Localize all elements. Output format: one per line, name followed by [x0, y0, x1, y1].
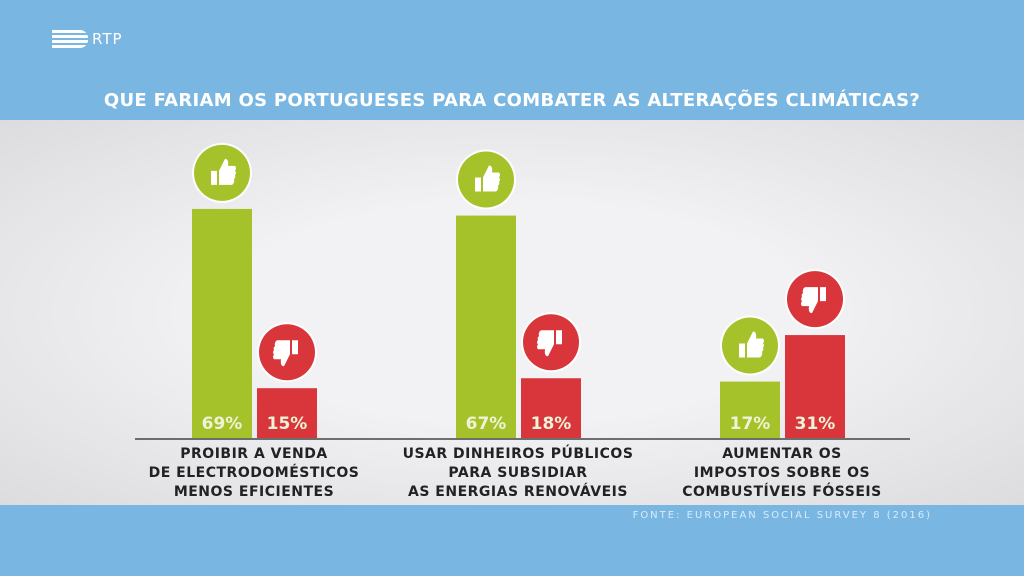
thumbs-down-icon [521, 312, 581, 373]
data-label: 15% [267, 414, 308, 434]
category-label: MENOS EFICIENTES [174, 484, 334, 500]
bar [456, 215, 516, 438]
data-label: 31% [795, 414, 836, 434]
thumbs-up-icon [456, 149, 516, 210]
bar [257, 388, 317, 438]
thumbs-down-icon [257, 322, 317, 383]
category-label: USAR DINHEIROS PÚBLICOS [403, 444, 634, 462]
category-label: AUMENTAR OS [722, 446, 841, 462]
bar [720, 381, 780, 438]
data-label: 67% [466, 414, 507, 434]
category-label: PARA SUBSIDIAR [448, 465, 587, 481]
data-label: 17% [730, 414, 771, 434]
data-label: 69% [202, 414, 243, 434]
rtp-logo: RTP [52, 30, 123, 48]
category-label: PROIBIR A VENDA [180, 446, 327, 462]
chart-title: QUE FARIAM OS PORTUGUESES PARA COMBATER … [103, 90, 921, 111]
thumbs-up-icon [192, 142, 252, 203]
thumbs-down-icon [785, 269, 845, 330]
bar [521, 378, 581, 438]
bar [192, 208, 252, 438]
category-label: IMPOSTOS SOBRE OS [694, 465, 870, 481]
data-label: 18% [531, 414, 572, 434]
thumbs-up-icon [720, 315, 780, 376]
category-label: AS ENERGIAS RENOVÁVEIS [408, 483, 628, 500]
bar [785, 335, 845, 438]
source-note: FONTE: EUROPEAN SOCIAL SURVEY 8 (2016) [632, 510, 932, 521]
category-label: COMBUSTÍVEIS FÓSSEIS [682, 482, 881, 500]
category-label: DE ELECTRODOMÉSTICOS [149, 464, 360, 481]
